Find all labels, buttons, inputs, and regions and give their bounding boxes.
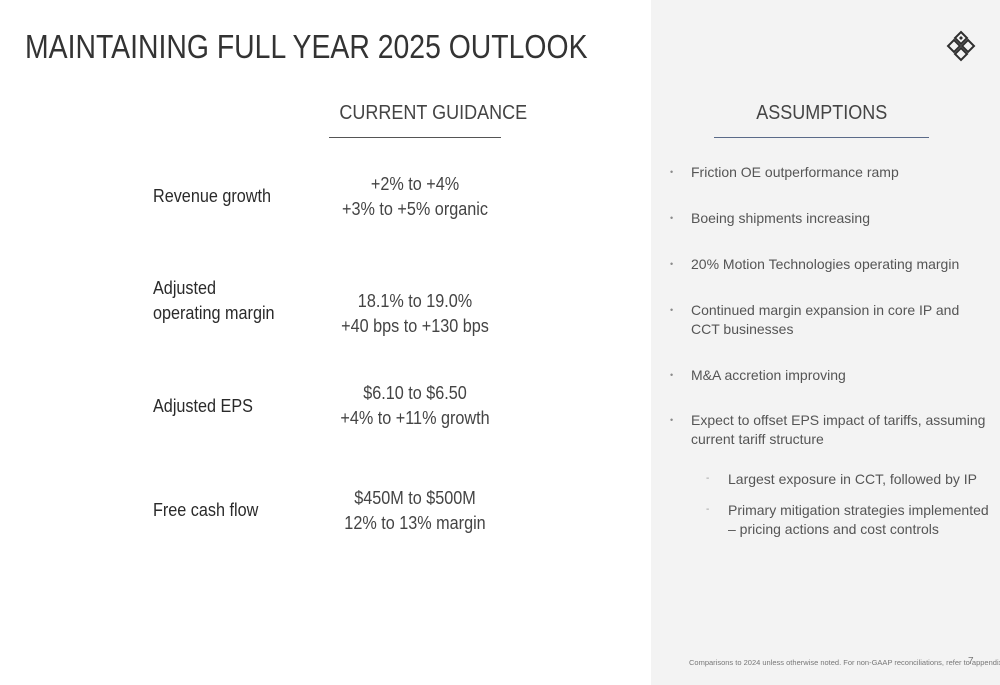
bullet-icon: • (670, 370, 674, 380)
dash-bullet-icon: - (706, 473, 710, 484)
diamond-logo-icon (946, 30, 976, 62)
bullet-icon: • (670, 213, 674, 223)
slide-title: MAINTAINING FULL YEAR 2025 OUTLOOK (25, 28, 588, 65)
assumption-item: • Boeing shipments increasing (670, 210, 870, 226)
metric-label-free-cash-flow: Free cash flow (153, 500, 259, 520)
page-number: 7 (968, 656, 974, 667)
assumption-item: • M&A accretion improving (670, 367, 846, 383)
current-guidance-header: CURRENT GUIDANCE (339, 102, 528, 124)
assumption-item: • Friction OE outperformance ramp (670, 164, 899, 180)
bullet-icon: • (670, 167, 674, 177)
guidance-adjusted-eps: $6.10 to $6.50 +4% to +11% growth (340, 383, 490, 428)
dash-bullet-icon: - (706, 504, 710, 515)
assumption-sub-item: - Largest exposure in CCT, followed by I… (706, 471, 978, 487)
guidance-revenue-growth: +2% to +4% +3% to +5% organic (342, 174, 488, 219)
footnote: Comparisons to 2024 unless otherwise not… (689, 658, 1000, 667)
assumption-item: • 20% Motion Technologies operating marg… (670, 256, 960, 272)
assumptions-header-underline (714, 137, 929, 138)
assumption-sub-item: - Primary mitigation strategies implemen… (706, 502, 989, 537)
bullet-icon: • (670, 305, 674, 315)
assumption-item: • Expect to offset EPS impact of tariffs… (670, 412, 986, 447)
assumptions-header: ASSUMPTIONS (755, 102, 888, 124)
metric-label-adjusted-operating-margin: Adjusted operating margin (153, 278, 275, 323)
assumption-item: • Continued margin expansion in core IP … (670, 302, 960, 337)
guidance-free-cash-flow: $450M to $500M 12% to 13% margin (344, 488, 486, 533)
guidance-adjusted-operating-margin: 18.1% to 19.0% +40 bps to +130 bps (341, 291, 489, 336)
metric-label-revenue-growth: Revenue growth (153, 186, 271, 206)
assumptions-panel-background (651, 0, 1000, 685)
bullet-icon: • (670, 259, 674, 269)
metric-label-adjusted-eps: Adjusted EPS (153, 396, 253, 416)
bullet-icon: • (670, 415, 674, 425)
guidance-header-underline (329, 137, 501, 138)
